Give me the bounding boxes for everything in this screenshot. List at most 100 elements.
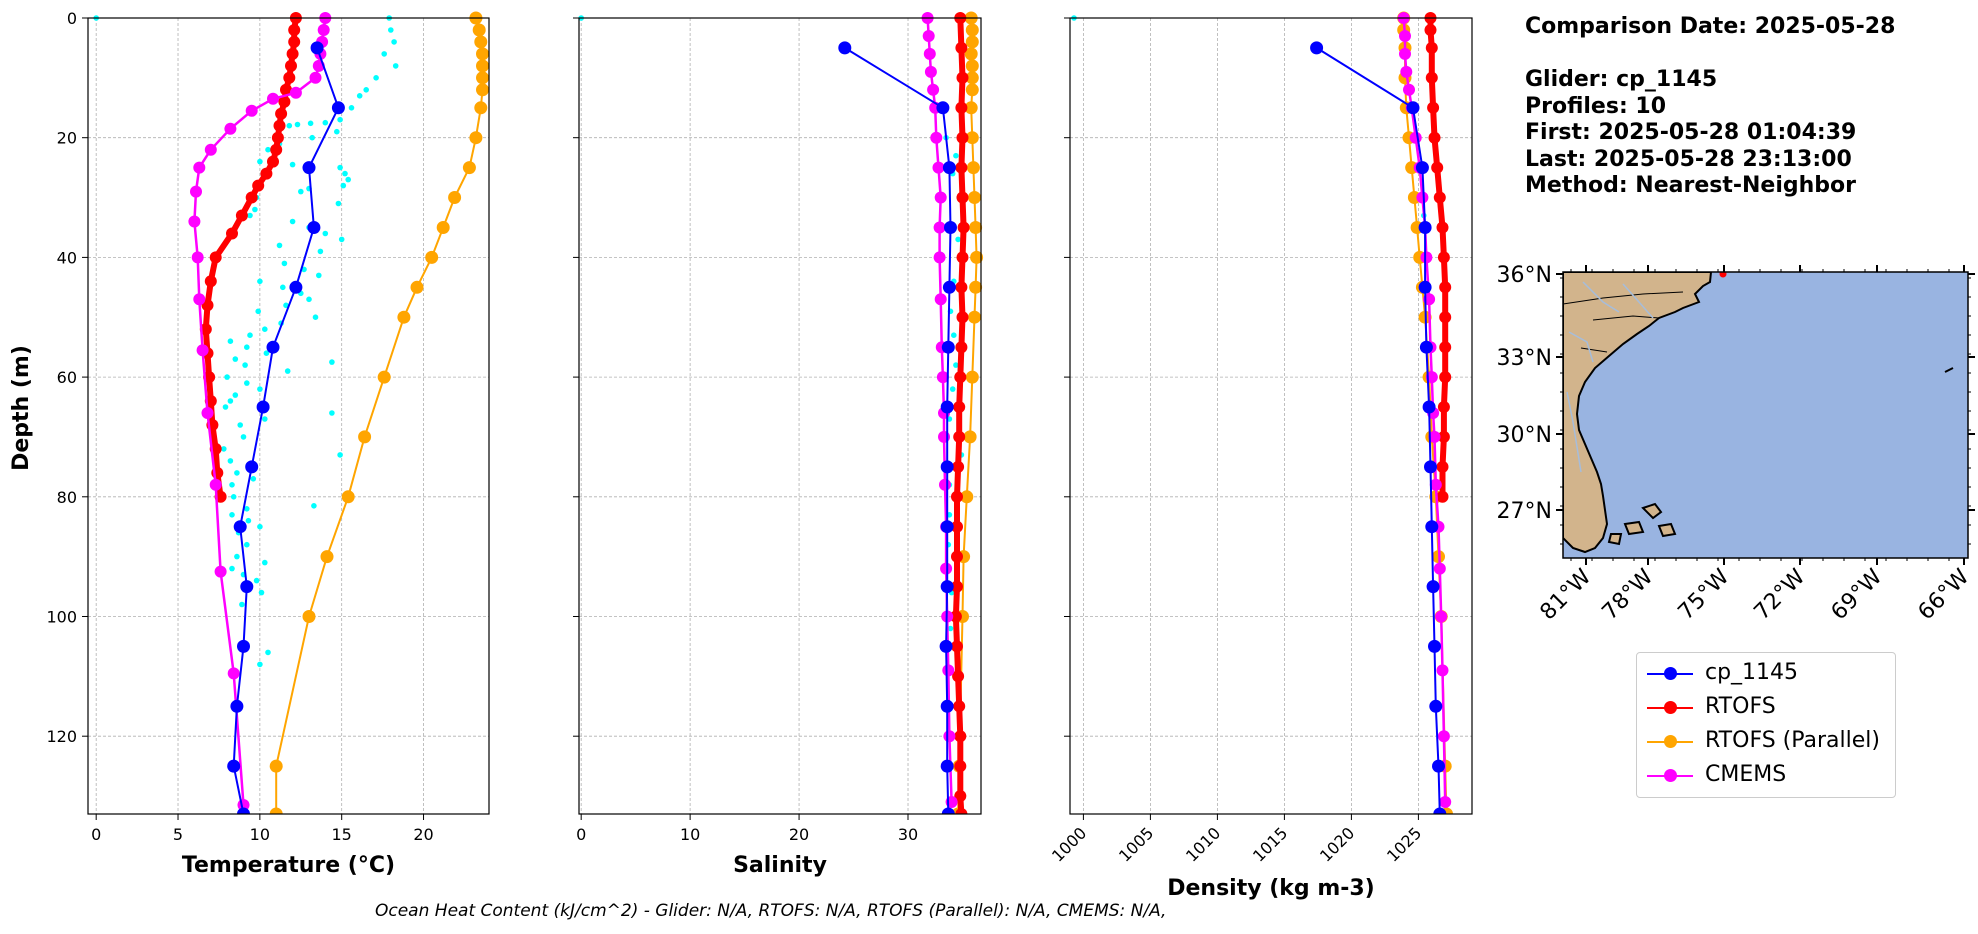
data-point-rtofs [285, 59, 297, 72]
legend-label: cp_1145 [1705, 660, 1799, 685]
data-point-cmems [934, 293, 947, 306]
data-point-cp-1145 [307, 221, 321, 234]
data-point-raw [283, 302, 289, 309]
data-point-raw [289, 218, 296, 225]
data-point-raw [257, 523, 263, 530]
data-point-raw [311, 503, 317, 509]
data-point-cmems [924, 65, 937, 78]
data-point-rtofs-parallel [963, 430, 977, 444]
x-tick-label: 0 [91, 825, 101, 844]
data-point-cmems [289, 86, 302, 99]
data-point-raw [294, 121, 301, 128]
data-point-cmems [940, 562, 953, 575]
data-point-raw [281, 260, 288, 267]
data-point-raw [306, 296, 312, 303]
data-point-rtofs [226, 227, 238, 240]
data-point-rtofs [1439, 341, 1452, 354]
data-point-rtofs-parallel [269, 759, 283, 773]
data-point-raw [953, 362, 959, 368]
method: Method: Nearest-Neighbor [1525, 173, 1856, 198]
data-point-cp-1145 [233, 520, 247, 534]
data-point-cp-1145 [936, 101, 950, 115]
data-point-rtofs [273, 119, 286, 132]
map-lon-label: 69°W [1827, 564, 1888, 625]
data-point-cp-1145 [1415, 161, 1429, 175]
y-tick-label: 100 [46, 607, 77, 626]
data-point-rtofs [1428, 131, 1441, 144]
last-time: Last: 2025-05-28 23:13:00 [1525, 146, 1852, 172]
plot-frame [578, 17, 982, 815]
data-point-raw [229, 512, 235, 518]
data-point-rtofs [1437, 251, 1450, 264]
data-point-raw [244, 344, 250, 351]
data-point-cmems [923, 47, 936, 60]
data-point-cp-1145 [944, 221, 957, 234]
data-point-rtofs [951, 550, 963, 563]
data-point-rtofs-parallel [960, 490, 974, 504]
map-lat-label: 33°N [1497, 346, 1552, 371]
data-point-rtofs [1433, 191, 1446, 204]
data-point-cmems [934, 191, 947, 204]
data-point-rtofs [954, 371, 967, 384]
data-point-rtofs-parallel [965, 370, 979, 384]
data-point-rtofs [953, 401, 966, 413]
data-point-raw [258, 589, 265, 596]
data-point-cp-1145 [1406, 101, 1420, 115]
data-point-rtofs [283, 71, 296, 84]
data-point-rtofs [1437, 401, 1450, 413]
data-point-raw [949, 386, 956, 392]
first-time: First: 2025-05-28 01:04:39 [1525, 120, 1857, 145]
data-point-raw [340, 182, 347, 189]
data-point-cp-1145 [940, 699, 954, 713]
data-point-rtofs-parallel [462, 161, 476, 175]
data-point-cmems [317, 24, 330, 36]
legend-label: CMEMS [1705, 762, 1787, 787]
data-point-raw [373, 75, 379, 81]
data-point-rtofs-parallel [965, 23, 979, 37]
data-point-raw [262, 559, 268, 566]
data-point-raw [262, 326, 268, 333]
data-point-raw [392, 63, 399, 69]
data-point-raw [316, 272, 322, 279]
data-point-cmems [927, 83, 940, 96]
data-point-cp-1145 [941, 807, 955, 814]
data-point-rtofs [955, 281, 968, 294]
data-point-rtofs [1431, 161, 1444, 174]
data-point-rtofs [1424, 24, 1437, 36]
data-point-cmems [204, 143, 217, 156]
data-point-cmems [191, 251, 204, 264]
data-point-rtofs-parallel [474, 35, 488, 49]
data-point-raw [265, 146, 271, 153]
data-point-cmems [214, 565, 227, 578]
data-point-cp-1145 [1426, 580, 1440, 594]
data-point-raw [322, 119, 329, 126]
legend-entry-glider: cp_1145 [1637, 657, 1895, 691]
data-point-raw [951, 332, 957, 339]
data-point-raw [232, 392, 239, 398]
data-point-rtofs [271, 131, 284, 144]
data-point-raw [244, 380, 250, 386]
legend-marker [1664, 701, 1677, 714]
data-point-cp-1145 [1432, 759, 1445, 773]
data-point-cmems [932, 161, 945, 174]
data-point-rtofs [270, 143, 283, 156]
data-point-raw [252, 206, 258, 213]
data-point-raw [239, 601, 245, 608]
data-point-raw [381, 51, 388, 57]
data-point-raw [234, 553, 240, 560]
data-point-cp-1145 [230, 699, 244, 713]
data-point-cmems [942, 664, 955, 677]
data-point-raw [227, 338, 234, 345]
data-point-raw [334, 128, 340, 135]
legend: cp_1145 RTOFS RTOFS (Parallel) CMEMS [1636, 652, 1896, 798]
data-point-rtofs [954, 760, 967, 773]
x-tick-label: 30 [898, 825, 918, 844]
data-point-rtofs [1437, 430, 1450, 443]
data-point-raw [338, 236, 345, 243]
data-point-cmems [1400, 65, 1413, 78]
data-point-cmems [922, 30, 935, 42]
data-point-rtofs [953, 700, 966, 713]
data-point-rtofs [955, 41, 968, 54]
y-tick-label: 80 [57, 488, 77, 507]
